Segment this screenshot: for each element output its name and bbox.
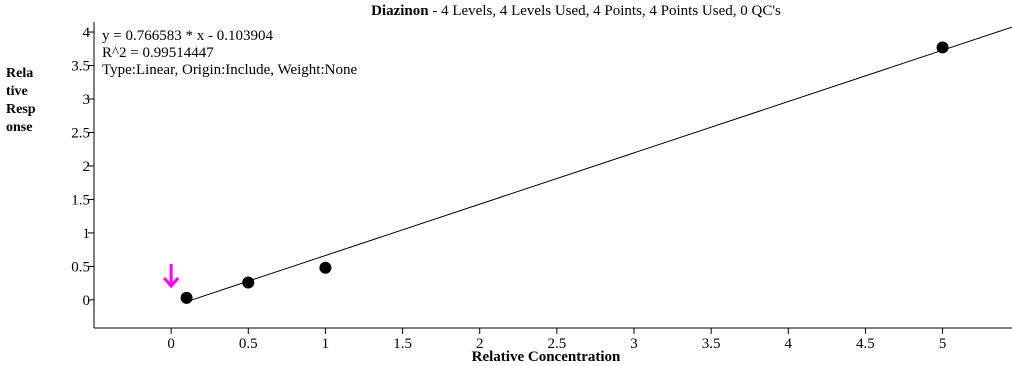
chart-title-compound: Diazinon — [371, 3, 429, 19]
regression-line — [186, 26, 1012, 303]
x-tick-label: 0.5 — [239, 336, 258, 352]
x-tick-label: 1 — [322, 336, 330, 352]
y-tick-label: 2 — [83, 159, 91, 175]
x-tick-label: 3 — [630, 336, 638, 352]
y-tick-label: 0.5 — [71, 259, 90, 275]
x-axis-label: Relative Concentration — [471, 349, 621, 365]
y-axis-label-line: Resp — [6, 102, 36, 117]
x-tick-label: 1.5 — [393, 336, 412, 352]
y-tick-label: 0 — [83, 293, 91, 309]
y-tick-label: 1 — [83, 226, 91, 242]
x-tick-label: 4.5 — [856, 336, 875, 352]
data-point — [936, 41, 949, 54]
chart-title-details: - 4 Levels, 4 Levels Used, 4 Points, 4 P… — [428, 3, 781, 19]
y-tick-label: 2.5 — [71, 125, 90, 141]
y-axis-label-line: onse — [6, 120, 33, 135]
y-axis-label-line: Rela — [6, 66, 34, 81]
data-point — [319, 261, 332, 274]
y-tick-label: 4 — [83, 25, 91, 41]
x-tick-label: 3.5 — [702, 336, 721, 352]
x-tick-label: 2.5 — [547, 336, 566, 352]
x-tick-label: 5 — [939, 336, 947, 352]
x-tick-label: 2 — [476, 336, 484, 352]
chart-title: Diazinon - 4 Levels, 4 Levels Used, 4 Po… — [256, 3, 896, 20]
regression-type: Type:Linear, Origin:Include, Weight:None — [102, 62, 358, 78]
data-point — [180, 291, 193, 304]
y-tick-label: 3.5 — [71, 59, 90, 75]
y-tick-label: 1.5 — [71, 192, 90, 208]
data-point — [242, 276, 255, 289]
regression-info: y = 0.766583 * x - 0.103904 R^2 = 0.9951… — [102, 28, 357, 79]
marker-arrow-head — [163, 277, 180, 289]
x-tick-label: 0 — [167, 336, 175, 352]
regression-r-squared: R^2 = 0.99514447 — [102, 45, 214, 61]
y-axis-label-line: tive — [6, 84, 28, 99]
regression-equation: y = 0.766583 * x - 0.103904 — [102, 28, 273, 44]
x-tick-label: 4 — [785, 336, 793, 352]
y-tick-label: 3 — [83, 92, 91, 108]
y-axis-label: Rela tive Resp onse — [6, 65, 56, 137]
